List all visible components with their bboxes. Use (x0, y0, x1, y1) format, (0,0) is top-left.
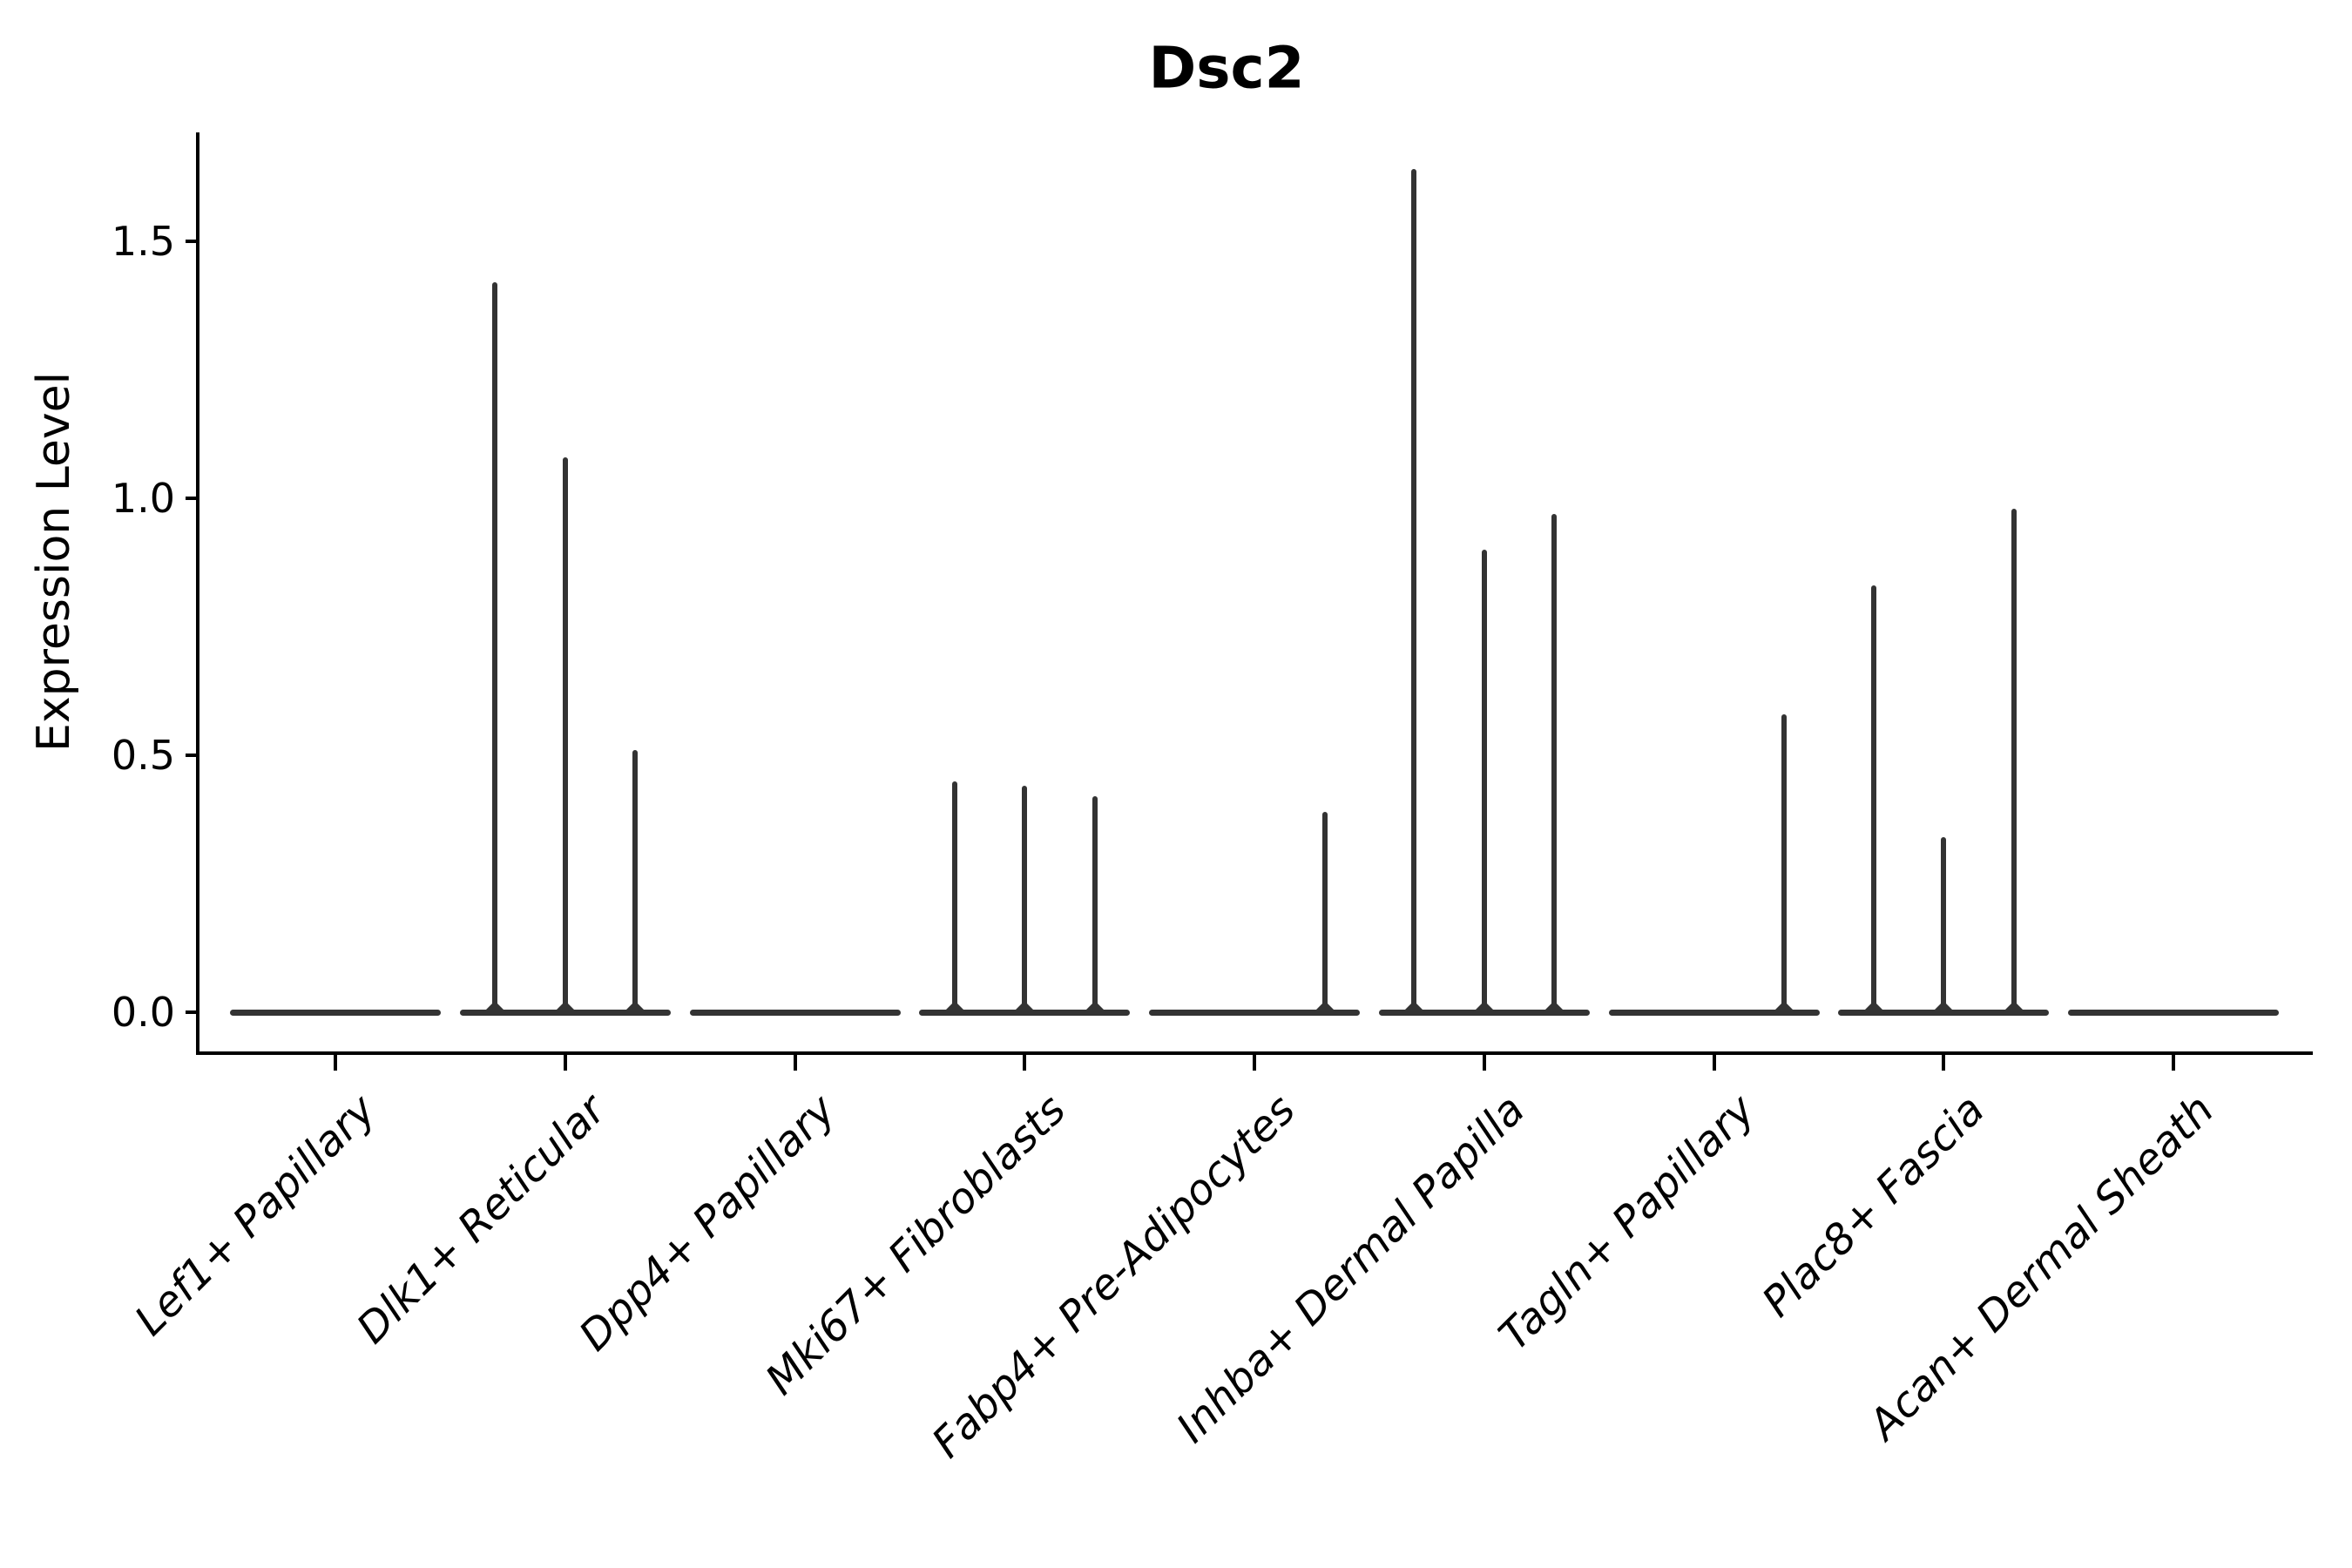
violin-spike (2011, 508, 2017, 1012)
violin-spike (1941, 837, 1947, 1012)
x-tick-label: Tagln+ Papillary (1489, 1085, 1765, 1361)
violin-baseline (1378, 1009, 1590, 1016)
y-axis-spine (196, 132, 199, 1055)
x-tick (1482, 1055, 1486, 1071)
violin-baseline (230, 1009, 441, 1016)
violin-baseline (459, 1009, 671, 1016)
x-tick-label: Fabp4+ Pre-Adipocytes (923, 1085, 1305, 1468)
violin-spike-base (1472, 1001, 1496, 1012)
x-tick (563, 1055, 567, 1071)
violin-baseline (2068, 1009, 2279, 1016)
violin-spike (1022, 786, 1028, 1012)
violin-spike-base (1083, 1001, 1106, 1012)
violin-spike (1321, 811, 1328, 1012)
x-tick-label: Plac8+ Fascia (1753, 1085, 1994, 1327)
y-tick (186, 240, 196, 243)
violin-baseline (1838, 1009, 2050, 1016)
violin-baseline (689, 1009, 901, 1016)
violin-baseline (1149, 1009, 1360, 1016)
violin-spike-base (624, 1001, 647, 1012)
y-axis-label: Expression Level (28, 371, 80, 753)
violin-spike (951, 781, 957, 1012)
violin-spike-base (553, 1001, 577, 1012)
violin-spike (1481, 550, 1487, 1012)
violin-baseline (1608, 1009, 1820, 1016)
violin-spike-base (1543, 1001, 1566, 1012)
violin-spike-base (1402, 1001, 1426, 1012)
violin-spike-base (1313, 1001, 1336, 1012)
y-tick (186, 497, 196, 500)
x-tick-label: Dpp4+ Papillary (570, 1085, 846, 1361)
violin-spike (1551, 513, 1558, 1012)
x-tick (2172, 1055, 2175, 1071)
violin-spike-base (1773, 1001, 1795, 1012)
y-tick (186, 754, 196, 757)
violin-spike (1781, 713, 1787, 1012)
violin-spike (632, 750, 639, 1012)
y-tick-label: 0.0 (111, 989, 175, 1036)
violin-spike-base (483, 1001, 507, 1012)
violin-spike-base (2002, 1001, 2025, 1012)
x-tick (334, 1055, 337, 1071)
y-tick-label: 1.0 (111, 475, 175, 522)
x-tick (1942, 1055, 1946, 1071)
violin-spike (1870, 585, 1876, 1012)
violin-spike-base (1862, 1001, 1885, 1012)
x-tick (1712, 1055, 1716, 1071)
x-tick-label: Dlk1+ Reticular (348, 1085, 616, 1354)
violin-spike (492, 282, 498, 1012)
x-tick (793, 1055, 797, 1071)
x-tick (1023, 1055, 1027, 1071)
chart-title: Dsc2 (1148, 34, 1305, 102)
y-tick (186, 1010, 196, 1014)
x-axis-spine (196, 1051, 2313, 1055)
violin-spike-base (1013, 1001, 1037, 1012)
x-tick (1253, 1055, 1256, 1071)
y-tick-label: 1.5 (111, 218, 175, 265)
violin-spike-base (1932, 1001, 1956, 1012)
violin-spike (1092, 796, 1098, 1012)
violin-baseline (919, 1009, 1131, 1016)
violin-spike (562, 456, 568, 1012)
violin-spike-base (943, 1001, 966, 1012)
y-tick-label: 0.5 (111, 732, 175, 779)
x-tick-label: Lef1+ Papillary (125, 1085, 386, 1346)
violin-spike (1411, 169, 1417, 1012)
